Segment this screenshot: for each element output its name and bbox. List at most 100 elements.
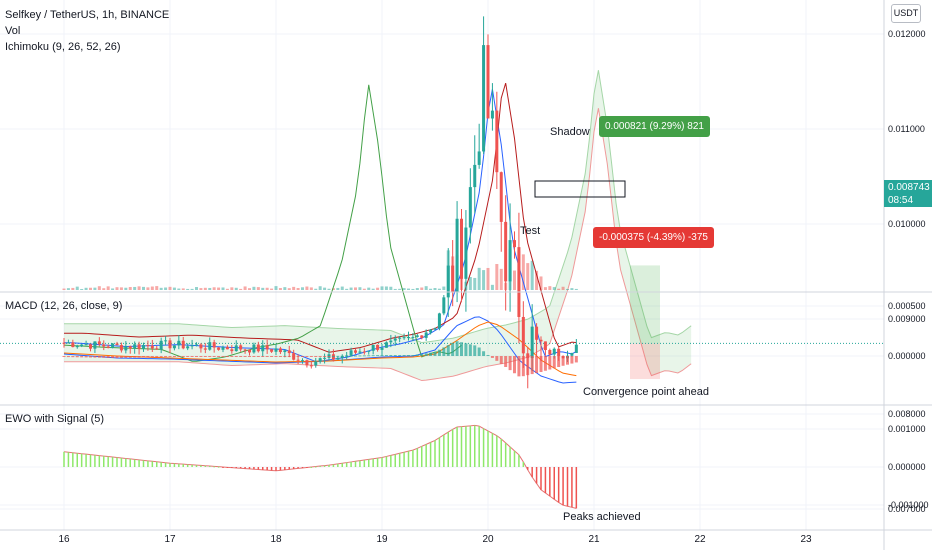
ewo-bar bbox=[359, 460, 361, 467]
candle-body bbox=[490, 110, 494, 119]
candle-body bbox=[150, 345, 154, 349]
ewo-bar bbox=[244, 467, 246, 469]
volume-bar bbox=[345, 288, 349, 290]
macd-hist-bar bbox=[495, 356, 499, 361]
price-tick-label: 0.010000 bbox=[888, 219, 926, 229]
volume-bar bbox=[150, 286, 154, 290]
macd-hist-bar bbox=[155, 356, 159, 358]
macd-hist-bar bbox=[283, 356, 287, 357]
stop-badge[interactable]: -0.000375 (-4.39%) -375 bbox=[593, 227, 714, 248]
macd-hist-bar bbox=[256, 356, 260, 357]
currency-button[interactable]: USDT bbox=[891, 4, 921, 23]
candle-body bbox=[119, 345, 123, 351]
macd-hist-bar bbox=[230, 356, 234, 357]
ewo-bar bbox=[429, 442, 432, 467]
macd-hist-bar bbox=[137, 356, 141, 358]
ewo-pane-label[interactable]: EWO with Signal (5) bbox=[5, 413, 105, 425]
volume-indicator-label[interactable]: Vol bbox=[5, 25, 21, 37]
candle-body bbox=[159, 340, 163, 350]
senkou-span-b bbox=[64, 108, 692, 382]
ewo-bar bbox=[310, 467, 313, 468]
volume-bar bbox=[203, 287, 207, 290]
ewo-bar bbox=[425, 444, 427, 467]
macd-hist-bar bbox=[460, 342, 463, 356]
volume-bar bbox=[420, 287, 424, 290]
long-position-tool[interactable] bbox=[0, 180, 884, 380]
ewo-bar bbox=[540, 467, 542, 490]
macd-hist-bar bbox=[358, 355, 362, 357]
volume-bar bbox=[411, 288, 415, 290]
macd-hist-bar bbox=[513, 356, 516, 374]
loss-zone bbox=[630, 343, 660, 380]
symbol-title[interactable]: Selfkey / TetherUS, 1h, BINANCE bbox=[5, 9, 170, 21]
target-badge[interactable]: 0.000821 (9.29%) 821 bbox=[599, 116, 710, 137]
candle-body bbox=[168, 340, 172, 349]
macd-hist-bar bbox=[402, 355, 406, 356]
candle-body bbox=[234, 345, 238, 352]
macd-hist-bar bbox=[539, 356, 543, 372]
candle-body bbox=[574, 344, 578, 353]
time-tick-label: 20 bbox=[482, 534, 494, 545]
ewo-bar bbox=[173, 463, 176, 467]
candle-body bbox=[548, 350, 552, 355]
ewo-bar bbox=[315, 466, 317, 468]
volume-bar bbox=[225, 288, 229, 290]
candlesticks[interactable] bbox=[62, 16, 578, 389]
macd-hist-bar bbox=[424, 353, 428, 356]
ichimoku-cloud bbox=[64, 70, 692, 382]
ewo-bar bbox=[562, 467, 564, 506]
macd-hist-bar bbox=[384, 355, 388, 356]
ewo-bar bbox=[460, 426, 463, 467]
ewo-bar bbox=[398, 453, 401, 467]
volume-bar bbox=[323, 287, 327, 290]
ewo-bar bbox=[279, 467, 282, 471]
volume-bar bbox=[526, 263, 530, 290]
macd-hist-bar bbox=[526, 356, 530, 376]
candle-body bbox=[424, 332, 428, 338]
candle-body bbox=[499, 172, 503, 222]
candle-body bbox=[142, 345, 145, 350]
annotation-peaks[interactable]: Peaks achieved bbox=[563, 511, 641, 523]
macd-hist-bar bbox=[411, 355, 415, 356]
ewo-bar bbox=[474, 425, 476, 467]
volume-bar bbox=[548, 286, 552, 290]
annotation-test[interactable]: Test bbox=[520, 225, 541, 237]
candle-body bbox=[212, 342, 216, 348]
candle-body bbox=[261, 345, 265, 352]
price-axis[interactable]: 0.012000 0.011000 0.010000 0.009000 0.008000… bbox=[888, 29, 929, 514]
volume-bar bbox=[566, 288, 569, 290]
ewo-bar bbox=[129, 458, 131, 467]
volume-bar bbox=[97, 286, 101, 290]
macd-hist-bar bbox=[446, 345, 450, 356]
macd-hist-bar bbox=[371, 355, 375, 357]
ewo-bar bbox=[200, 465, 202, 467]
candle-body bbox=[252, 344, 256, 353]
macd-hist-bar bbox=[124, 356, 128, 358]
ichimoku-indicator-label[interactable]: Ichimoku (9, 26, 52, 26) bbox=[5, 41, 121, 53]
candle-body bbox=[243, 349, 247, 351]
candle-body bbox=[398, 337, 402, 339]
volume-bar bbox=[499, 268, 503, 290]
volume-bar bbox=[318, 286, 322, 290]
candle-body bbox=[301, 360, 304, 362]
candle-body bbox=[530, 326, 534, 359]
macd-hist-bar bbox=[212, 356, 216, 357]
macd-hist-bar bbox=[221, 356, 225, 357]
volume-bar bbox=[62, 288, 66, 290]
macd-hist-bar bbox=[270, 356, 274, 357]
volume-bar bbox=[168, 286, 172, 290]
macd-hist-bar bbox=[75, 356, 79, 358]
annotation-shadow[interactable]: Shadow bbox=[550, 126, 590, 138]
macd-hist-bar bbox=[195, 356, 198, 357]
volume-bar bbox=[301, 287, 304, 290]
ewo-bar bbox=[63, 451, 65, 467]
candle-body bbox=[508, 240, 512, 282]
time-axis[interactable]: 16 17 18 19 20 21 22 23 bbox=[58, 534, 812, 545]
volume-bar bbox=[331, 288, 335, 290]
ewo-bar bbox=[164, 462, 167, 467]
macd-hist-bar bbox=[530, 356, 534, 375]
annotation-convergence[interactable]: Convergence point ahead bbox=[583, 386, 709, 398]
macd-pane-label[interactable]: MACD (12, 26, close, 9) bbox=[5, 300, 123, 312]
